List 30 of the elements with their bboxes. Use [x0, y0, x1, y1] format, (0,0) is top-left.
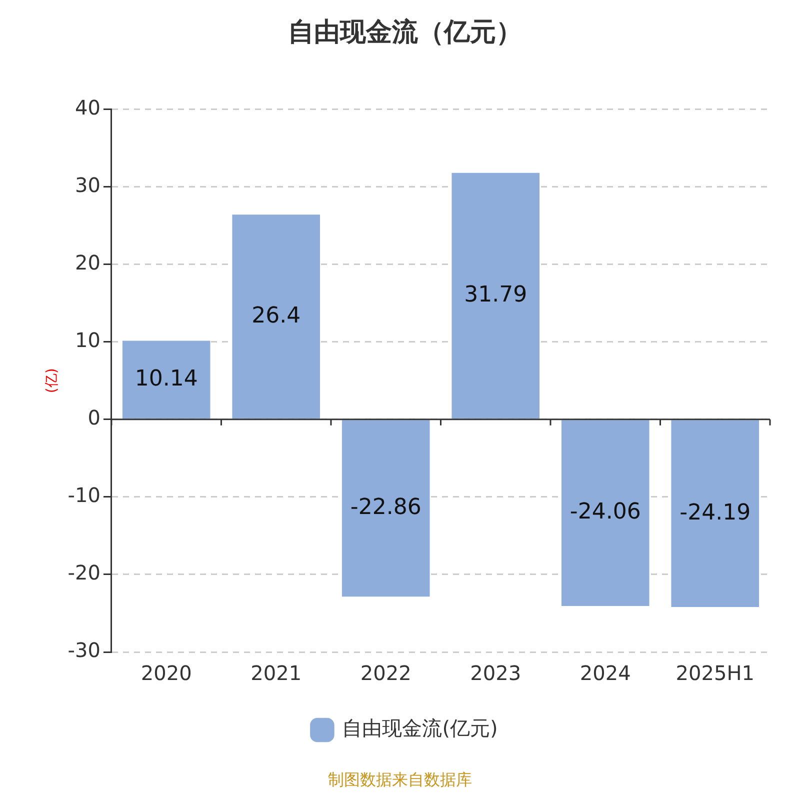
data-label: 26.4: [252, 303, 301, 328]
y-tick-label: 0: [88, 406, 100, 430]
chart-title: 自由现金流（亿元）: [288, 17, 522, 48]
data-label: -22.86: [350, 495, 422, 520]
data-label: 10.14: [134, 366, 198, 392]
x-tick-label: 2021: [250, 661, 302, 686]
y-tick-label: -10: [68, 483, 100, 508]
bar: [342, 420, 430, 597]
bar: [671, 420, 760, 607]
y-tick-label: 20: [75, 250, 100, 274]
x-tick-label: 2024: [580, 661, 631, 686]
y-tick-label: -30: [68, 638, 100, 662]
y-tick-label: -20: [68, 560, 100, 585]
data-label: -24.06: [570, 500, 641, 525]
data-label: 31.79: [464, 282, 528, 308]
legend-label: 自由现金流(亿元): [342, 716, 498, 740]
y-tick-label: 40: [75, 95, 100, 120]
y-axis-title: (亿): [44, 368, 60, 394]
x-tick-label: 2020: [140, 661, 192, 686]
text: 制图数据来自数据库: [327, 770, 473, 791]
bar: [452, 172, 540, 419]
x-tick-label: 2023: [470, 661, 522, 686]
bar: [561, 420, 650, 606]
x-tick-label: 2025H1: [676, 661, 754, 686]
bar: [122, 340, 210, 419]
bar: [232, 214, 320, 419]
x-tick-label: 2022: [360, 661, 412, 686]
y-tick-label: 30: [75, 172, 100, 197]
y-tick-label: 10: [75, 328, 100, 352]
data-label: -24.19: [680, 500, 751, 526]
